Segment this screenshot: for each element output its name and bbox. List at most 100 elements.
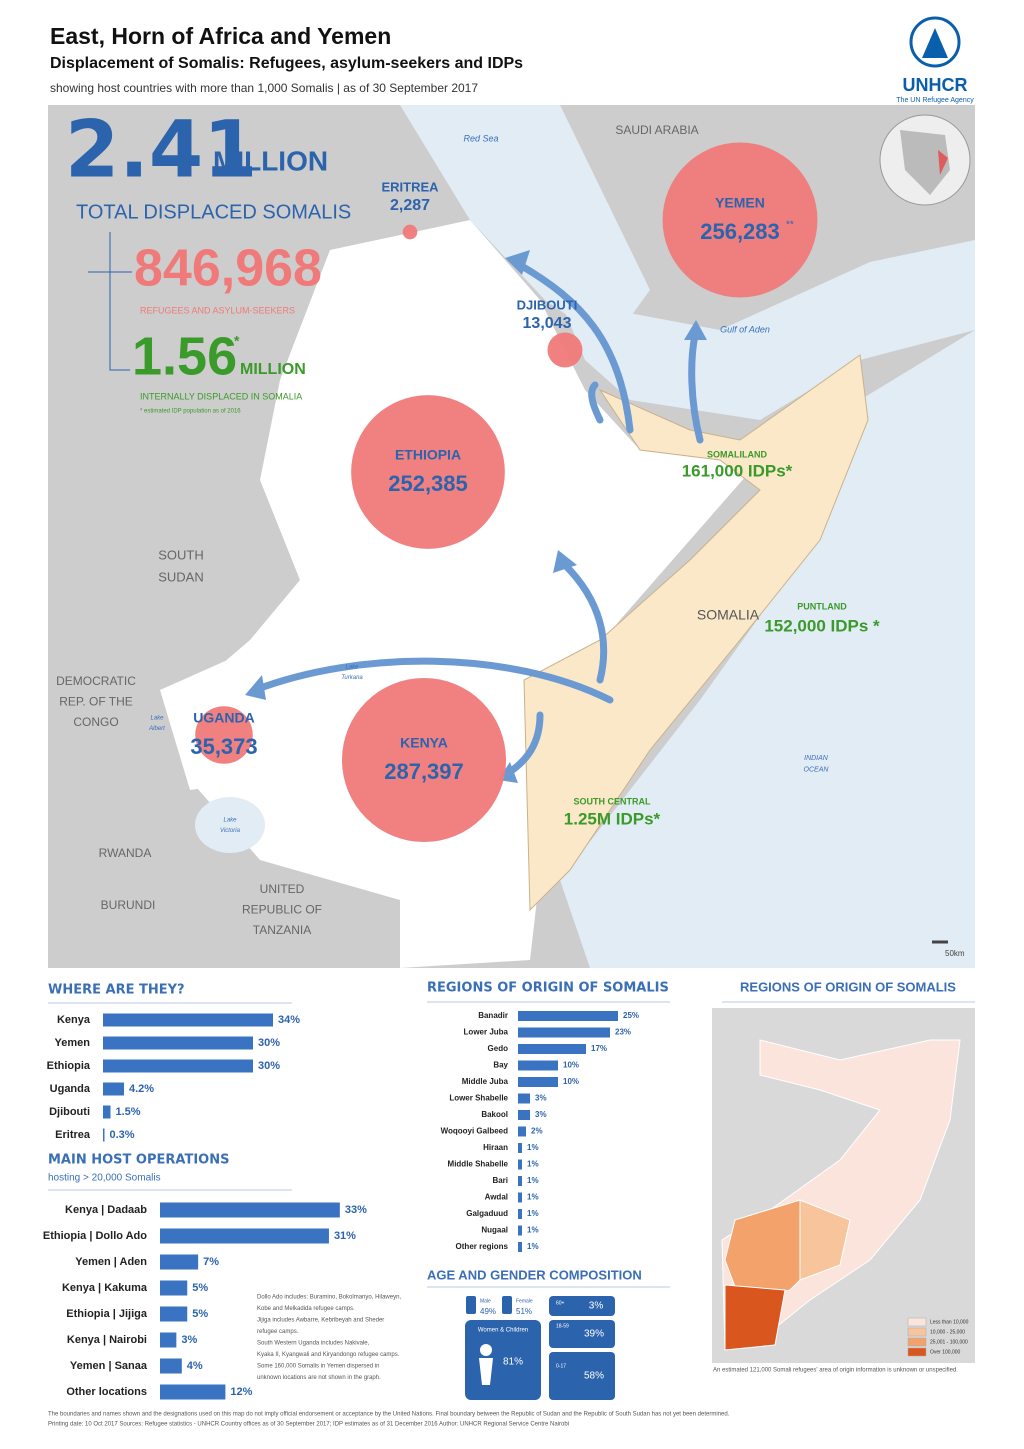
value-label: 1%: [527, 1242, 539, 1251]
bar: [518, 1077, 558, 1087]
women-children-label: Women & Children: [478, 1328, 528, 1334]
value-label: 31%: [334, 1230, 356, 1242]
host-operations-note: Jijiga includes Awbarre, Kebribeyah and …: [257, 1318, 384, 1324]
chart-title: MAIN HOST OPERATIONS: [48, 1153, 229, 1168]
title: East, Horn of Africa and Yemen: [50, 23, 391, 49]
value-label: 17%: [591, 1044, 607, 1053]
host-operations-note: Kobe and Melkadida refugee camps.: [257, 1306, 355, 1312]
idp-region-name: SOMALILAND: [707, 449, 767, 459]
geo-label: REPUBLIC OF: [242, 903, 322, 917]
category-label: Woqooyi Galbeed: [441, 1127, 509, 1136]
indian-ocean: [560, 330, 975, 968]
category-label: Gedo: [488, 1044, 509, 1053]
value-label: 23%: [615, 1028, 631, 1037]
category-label: Kenya | Nairobi: [67, 1334, 147, 1346]
value-label: 30%: [258, 1060, 280, 1072]
bar: [518, 1060, 558, 1071]
geo-label: BURUNDI: [101, 898, 156, 912]
subtitle: Displacement of Somalis: Refugees, asylu…: [50, 55, 523, 72]
bar: [518, 1143, 522, 1153]
value-label: 1%: [527, 1143, 539, 1152]
bar: [103, 1105, 111, 1119]
chart-title: WHERE ARE THEY?: [48, 983, 185, 998]
value-label: 4.2%: [129, 1083, 154, 1095]
bar: [160, 1306, 188, 1322]
category-label: Kenya | Dadaab: [65, 1204, 147, 1216]
value-label: 5%: [192, 1308, 208, 1320]
subtitle-note: showing host countries with more than 1,…: [50, 81, 478, 95]
gulf-of-aden: [560, 240, 975, 420]
age-gender-panel: [465, 1296, 615, 1400]
host-circle: [662, 142, 818, 298]
host-value-note: **: [786, 220, 794, 231]
bar: [518, 1225, 522, 1236]
bar: [103, 1128, 105, 1142]
geo-label: Albert: [148, 726, 165, 732]
age-gender-title: AGE AND GENDER COMPOSITION: [427, 1267, 642, 1282]
legend-swatch: [907, 1317, 927, 1327]
value-label: 12%: [230, 1386, 252, 1398]
logo-tagline: The UN Refugee Agency: [896, 97, 974, 104]
legend-swatch: [907, 1347, 927, 1357]
idp-star: *: [234, 333, 240, 349]
female-label: Female: [516, 1298, 533, 1304]
idp-region-name: PUNTLAND: [797, 601, 847, 611]
host-circle: [351, 395, 505, 549]
bar: [518, 1126, 526, 1137]
host-operations-note: Dollo Ado includes: Buramino, Bokolmanyo…: [257, 1295, 401, 1301]
value-label: 2%: [531, 1127, 543, 1136]
bar: [518, 1159, 522, 1170]
bar: [160, 1332, 177, 1348]
refugee-number: 846,968: [134, 240, 322, 298]
idp-region-value: 161,000 IDPs*: [682, 461, 793, 480]
value-label: 4%: [187, 1360, 203, 1372]
geo-label: Lake: [345, 665, 359, 671]
bar: [518, 1027, 610, 1038]
category-label: Eritrea: [55, 1129, 91, 1141]
geo-label: Victoria: [220, 828, 241, 834]
bar: [518, 1044, 586, 1054]
value-label: 34%: [278, 1014, 300, 1026]
idp-region-value: 152,000 IDPs *: [764, 616, 880, 635]
value-label: 10%: [563, 1077, 579, 1086]
value-label: 1%: [527, 1160, 539, 1169]
category-label: Other regions: [456, 1242, 509, 1251]
geo-label: Lake: [223, 818, 237, 824]
host-value: 13,043: [523, 315, 572, 332]
age-group: 18-59: [556, 1323, 569, 1329]
logo: UNHCR The UN Refugee Agency: [896, 16, 974, 104]
total-number: 2.41: [65, 105, 257, 195]
legend-label: 10,000 - 25,000: [930, 1329, 965, 1335]
host-operations-note: unknown locations are not shown in the g…: [257, 1375, 381, 1381]
red-sea: [400, 105, 650, 345]
value-label: 0.3%: [110, 1129, 135, 1141]
bar: [518, 1011, 618, 1021]
category-label: Galgaduud: [466, 1209, 508, 1218]
value-label: 7%: [203, 1256, 219, 1268]
bar: [160, 1202, 340, 1218]
category-label: Lower Shabelle: [449, 1094, 508, 1103]
category-label: Ethiopia: [47, 1060, 91, 1072]
bar: [160, 1384, 226, 1400]
host-circle: [547, 332, 583, 368]
value-label: 10%: [563, 1061, 579, 1070]
bar: [103, 1036, 253, 1050]
age-pct: 3%: [589, 1301, 604, 1312]
category-label: Yemen | Sanaa: [70, 1360, 148, 1372]
category-label: Kenya | Kakuma: [62, 1282, 148, 1294]
host-name: ERITREA: [381, 179, 439, 194]
female-pct: 51%: [516, 1307, 532, 1316]
host-name: KENYA: [400, 735, 448, 751]
host-operations-note: refugee camps.: [257, 1329, 299, 1335]
value-label: 1%: [527, 1209, 539, 1218]
category-label: Hiraan: [483, 1143, 508, 1152]
chart-title: REGIONS OF ORIGIN OF SOMALIS: [427, 981, 669, 996]
bar: [518, 1242, 522, 1252]
category-label: Middle Shabelle: [448, 1160, 509, 1169]
host-operations-note: South Western Uganda includes Nakivale,: [257, 1341, 370, 1347]
bar: [103, 1059, 253, 1073]
age-pct: 39%: [584, 1329, 604, 1340]
idp-region-name: SOUTH CENTRAL: [574, 796, 651, 806]
footer-disclaimer: The boundaries and names shown and the d…: [48, 1412, 730, 1418]
host-name: ETHIOPIA: [395, 447, 461, 463]
